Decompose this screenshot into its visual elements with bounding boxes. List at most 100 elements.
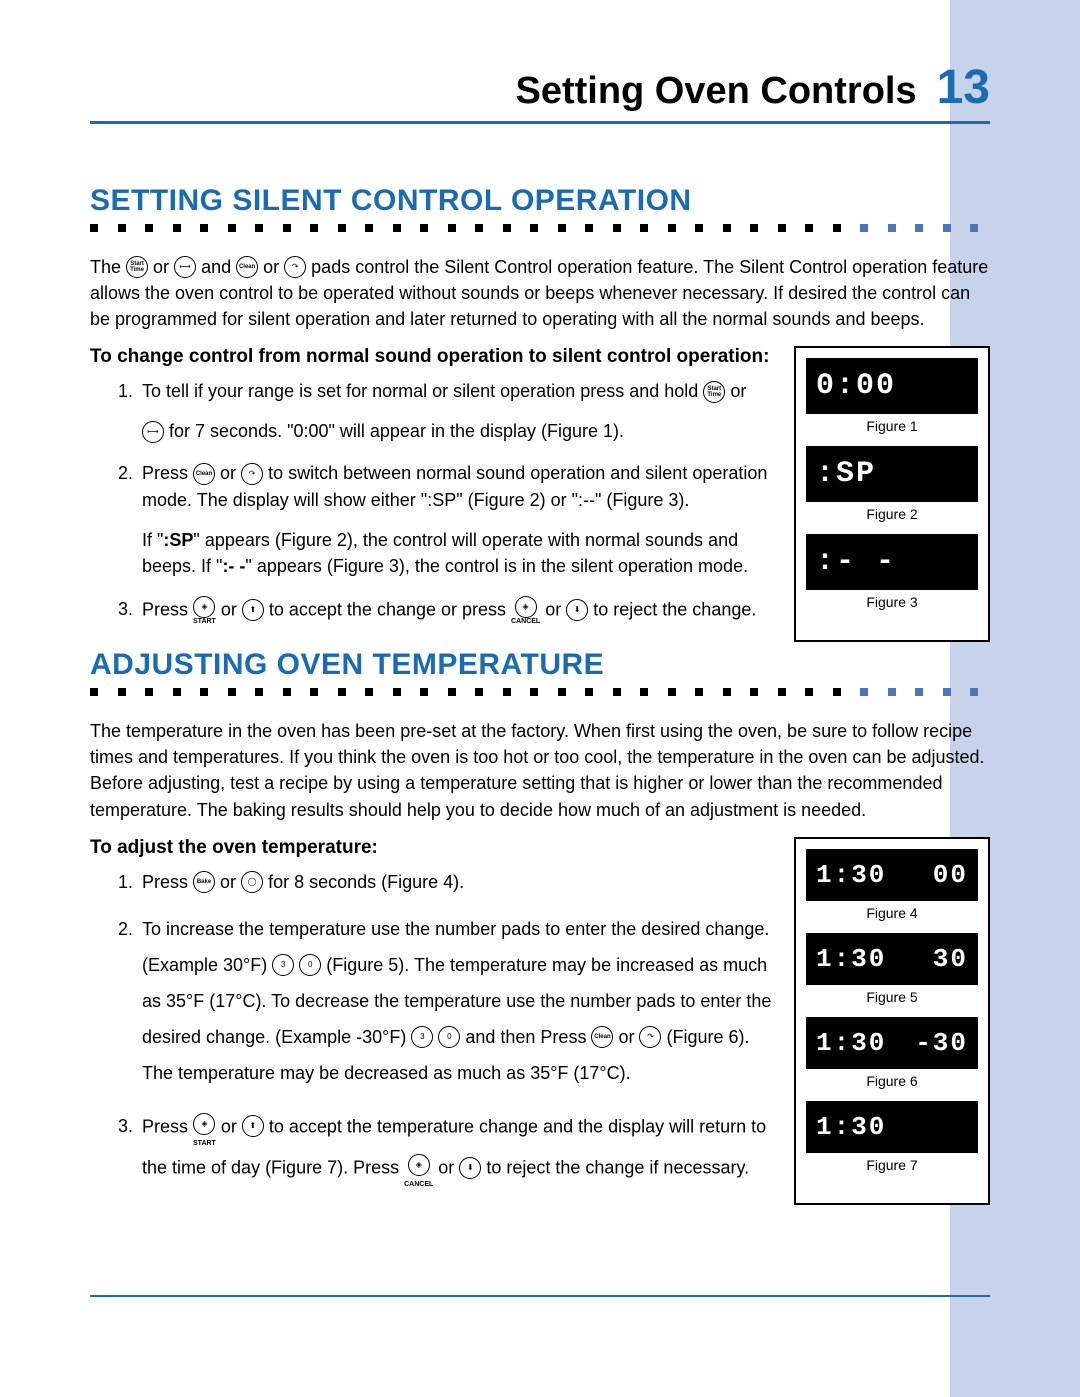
section1-instructions: To change control from normal sound oper…	[90, 346, 990, 642]
section2-step3: Press ◈START or ⬆ to accept the temperat…	[138, 1107, 776, 1190]
fig5-left: 1:30	[816, 944, 886, 974]
txt: for 8 seconds (Figure 4).	[268, 872, 464, 892]
fig7-left: 1:30	[816, 1112, 886, 1142]
txt: To tell if your range is set for normal …	[142, 381, 703, 401]
fig5-label: Figure 5	[806, 989, 978, 1005]
section2-figures: 1:30 00 Figure 4 1:30 30 Figure 5 1:30 -…	[794, 837, 990, 1206]
section1-subheading: To change control from normal sound oper…	[90, 346, 776, 368]
start-time-icon: Start Time	[703, 381, 725, 403]
section1-intro: The Start Time or ⟼ and Clean or ↷ pads …	[90, 254, 990, 332]
curve-icon: ↷	[241, 463, 263, 485]
txt: Press	[142, 599, 193, 619]
section2-intro: The temperature in the oven has been pre…	[90, 718, 990, 822]
txt: or	[730, 381, 746, 401]
io-icon: ⟼	[142, 421, 164, 443]
section1-step3: Press ◈START or ⬆ to accept the change o…	[138, 595, 776, 626]
up-circle-icon: ⬆	[242, 1115, 264, 1137]
down-circle-icon: ⬇	[566, 599, 588, 621]
section2-instructions: To adjust the oven temperature: Press Ba…	[90, 837, 990, 1206]
txt: or	[220, 872, 241, 892]
cancel-sub: CANCEL	[511, 619, 540, 625]
txt: :SP	[163, 530, 193, 550]
cancel-diamond-icon: ◈	[515, 596, 537, 618]
up-circle-icon: ⬆	[242, 599, 264, 621]
clean-icon: Clean	[236, 256, 258, 278]
bake-icon: Bake	[193, 871, 215, 893]
txt: Press	[142, 463, 193, 483]
curve-icon: ↷	[284, 256, 306, 278]
txt: or	[220, 463, 241, 483]
figure2-display: :SP	[806, 446, 978, 502]
start-diamond-icon: ◈	[193, 1113, 215, 1135]
start-sub: START	[193, 619, 216, 625]
txt: If "	[142, 530, 163, 550]
section1-title: SETTING SILENT CONTROL OPERATION	[90, 184, 990, 218]
fig4-left: 1:30	[816, 860, 886, 890]
fig6-left: 1:30	[816, 1028, 886, 1058]
txt: for 7 seconds. "0:00" will appear in the…	[169, 421, 624, 441]
start-time-icon: Start Time	[126, 256, 148, 278]
section1-dots	[90, 224, 990, 232]
txt: or	[438, 1157, 459, 1177]
zero-icon: 0	[299, 954, 321, 976]
footer-rule	[90, 1295, 990, 1297]
section2-subheading: To adjust the oven temperature:	[90, 837, 776, 859]
zero-icon: 0	[438, 1026, 460, 1048]
figure3-display: :- -	[806, 534, 978, 590]
txt: to accept the change or press	[269, 599, 511, 619]
fig5-right: 30	[933, 944, 968, 974]
figure7-display: 1:30	[806, 1101, 978, 1153]
figure6-display: 1:30 -30	[806, 1017, 978, 1069]
txt: or	[221, 1116, 242, 1136]
three-icon: 3	[272, 954, 294, 976]
page-number: 13	[937, 60, 990, 115]
txt: The	[90, 257, 126, 277]
page-header: Setting Oven Controls 13	[90, 60, 990, 124]
down-circle-icon: ⬇	[459, 1157, 481, 1179]
fig3-label: Figure 3	[806, 594, 978, 610]
txt: Press	[142, 872, 193, 892]
txt: Press	[142, 1116, 193, 1136]
page-content: Setting Oven Controls 13 SETTING SILENT …	[90, 60, 990, 1205]
section2-step2: To increase the temperature use the numb…	[138, 911, 776, 1091]
fig7-label: Figure 7	[806, 1157, 978, 1173]
txt: :- -	[222, 556, 245, 576]
fig1-text: 0:00	[816, 369, 896, 403]
section1-step2: Press Clean or ↷ to switch between norma…	[138, 460, 776, 578]
cancel-sub: CANCEL	[404, 1182, 433, 1188]
section2-title: ADJUSTING OVEN TEMPERATURE	[90, 648, 990, 682]
start-sub: START	[193, 1141, 216, 1147]
figure1-display: 0:00	[806, 358, 978, 414]
section1-step1: To tell if your range is set for normal …	[138, 378, 776, 444]
fig6-right: -30	[915, 1028, 968, 1058]
section2-step1: Press Bake or ◯ for 8 seconds (Figure 4)…	[138, 869, 776, 895]
fig2-label: Figure 2	[806, 506, 978, 522]
oval-icon: ◯	[241, 871, 263, 893]
three-icon: 3	[411, 1026, 433, 1048]
fig3-text: :- -	[816, 545, 896, 579]
txt: or	[618, 1027, 639, 1047]
txt: or	[545, 599, 566, 619]
figure4-display: 1:30 00	[806, 849, 978, 901]
fig6-label: Figure 6	[806, 1073, 978, 1089]
txt: or	[153, 257, 174, 277]
clean-icon: Clean	[591, 1026, 613, 1048]
start-diamond-icon: ◈	[193, 596, 215, 618]
clean-icon: Clean	[193, 463, 215, 485]
section1-figures: 0:00 Figure 1 :SP Figure 2 :- - Figure 3	[794, 346, 990, 642]
curve-icon: ↷	[639, 1026, 661, 1048]
txt: and	[201, 257, 236, 277]
cancel-diamond-icon: ◈	[408, 1154, 430, 1176]
txt: or	[263, 257, 284, 277]
figure5-display: 1:30 30	[806, 933, 978, 985]
fig4-label: Figure 4	[806, 905, 978, 921]
section2-dots	[90, 688, 990, 696]
txt: to reject the change if necessary.	[486, 1157, 749, 1177]
fig4-right: 00	[933, 860, 968, 890]
txt: and then Press	[465, 1027, 591, 1047]
txt: " appears (Figure 3), the control is in …	[245, 556, 748, 576]
io-icon: ⟼	[174, 256, 196, 278]
txt: or	[221, 599, 242, 619]
txt: to reject the change.	[593, 599, 756, 619]
fig1-label: Figure 1	[806, 418, 978, 434]
